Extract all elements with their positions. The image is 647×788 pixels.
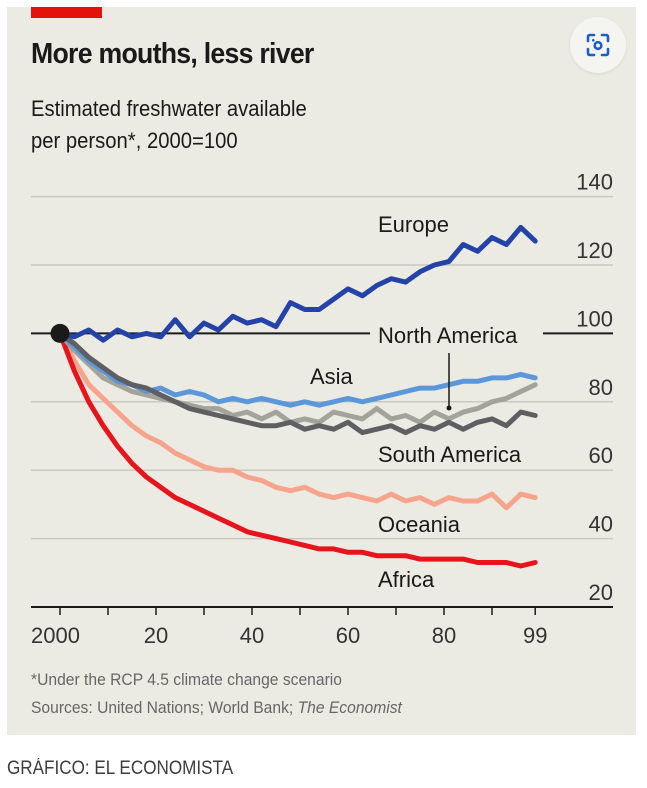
sources-text: Sources: United Nations; World Bank; <box>31 698 298 717</box>
y-tick-label-80: 80 <box>589 375 613 400</box>
subtitle-line-1: Estimated freshwater available <box>31 96 307 121</box>
y-tick-label-140: 140 <box>576 170 613 195</box>
visual-search-button[interactable] <box>570 17 626 73</box>
series-label-europe: Europe <box>378 212 449 237</box>
chart-subtitle: Estimated freshwater available per perso… <box>31 93 307 157</box>
visual-search-icon <box>586 33 610 57</box>
x-tick-label-99: 99 <box>523 623 547 648</box>
north-america-leader-dot <box>446 405 452 411</box>
series-line-europe <box>57 224 538 343</box>
x-tick-label-20: 20 <box>144 623 168 648</box>
series-line-south-america <box>57 330 538 436</box>
x-tick-label-2000: 2000 <box>31 623 80 648</box>
x-tick-label-80: 80 <box>432 623 456 648</box>
y-tick-label-40: 40 <box>589 512 613 537</box>
chart-title: More mouths, less river <box>31 38 314 70</box>
series-label-africa: Africa <box>378 567 435 592</box>
series-label-north-america: North America <box>378 323 518 348</box>
footnote: *Under the RCP 4.5 climate change scenar… <box>31 670 342 689</box>
x-tick-label-60: 60 <box>336 623 360 648</box>
series-line-africa <box>57 330 538 569</box>
series-label-asia: Asia <box>310 364 354 389</box>
y-tick-label-100: 100 <box>576 306 613 331</box>
line-chart: 20 40 60 80 100 120 140 2000 20 40 60 80 99 Europe N… <box>31 170 613 648</box>
series-label-oceania: Oceania <box>378 512 461 537</box>
sources-italic: The Economist <box>297 698 402 717</box>
sources: Sources: United Nations; World Bank; The… <box>31 698 402 718</box>
subtitle-line-2: per person*, 2000=100 <box>31 128 238 153</box>
origin-marker <box>50 323 70 343</box>
y-tick-label-60: 60 <box>589 443 613 468</box>
series-line-oceania <box>57 330 538 511</box>
series-label-south-america: South America <box>378 442 522 467</box>
x-tick-label-40: 40 <box>240 623 264 648</box>
y-tick-label-20: 20 <box>589 580 613 605</box>
chart-credit: GRÁFICO: EL ECONOMISTA <box>7 758 234 779</box>
series-line-north-america <box>57 330 538 425</box>
y-tick-label-120: 120 <box>576 238 613 263</box>
brand-red-bar <box>31 7 102 18</box>
